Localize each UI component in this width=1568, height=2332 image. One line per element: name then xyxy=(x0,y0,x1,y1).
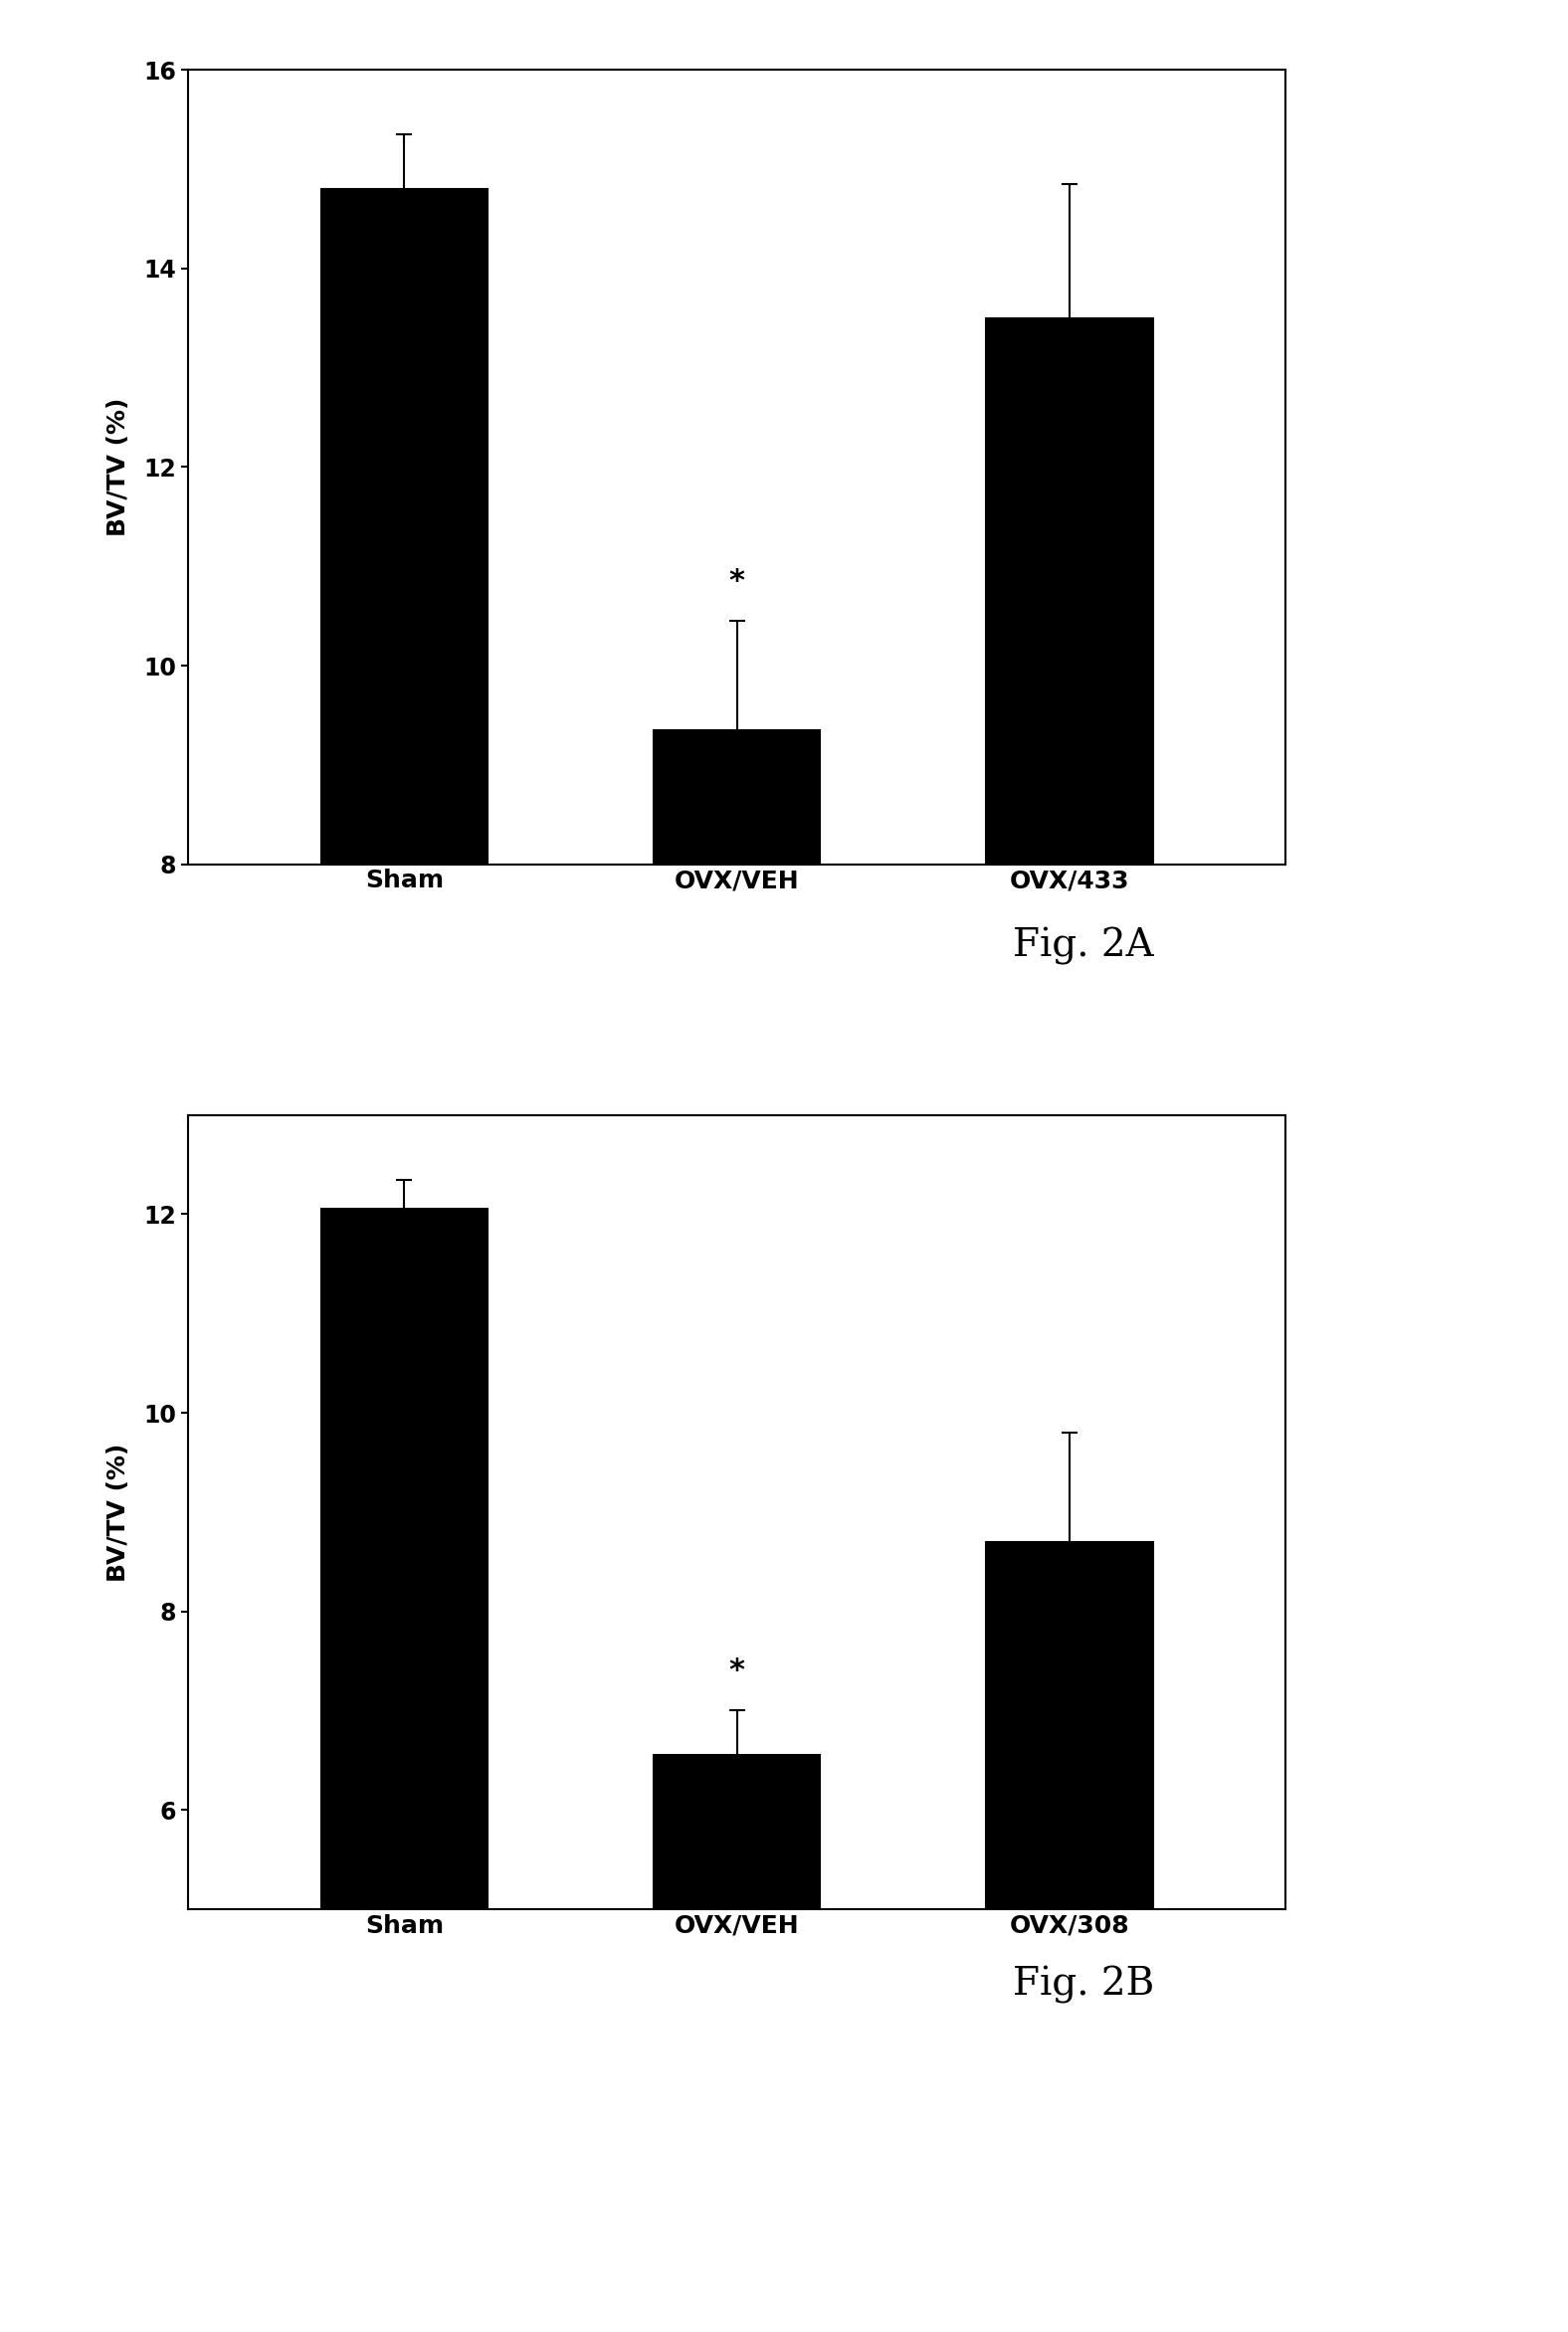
Bar xyxy=(321,1210,488,1910)
Y-axis label: BV/TV (%): BV/TV (%) xyxy=(107,1444,130,1581)
Text: *: * xyxy=(729,1658,745,1686)
Text: Fig. 2A: Fig. 2A xyxy=(1013,926,1154,965)
Text: *: * xyxy=(729,567,745,597)
Text: Fig. 2B: Fig. 2B xyxy=(1013,1966,1154,2003)
Y-axis label: BV/TV (%): BV/TV (%) xyxy=(107,399,130,536)
Bar xyxy=(321,189,488,865)
Bar xyxy=(986,1541,1152,1910)
Bar xyxy=(654,730,820,865)
Bar xyxy=(654,1756,820,1910)
Bar xyxy=(986,317,1152,865)
